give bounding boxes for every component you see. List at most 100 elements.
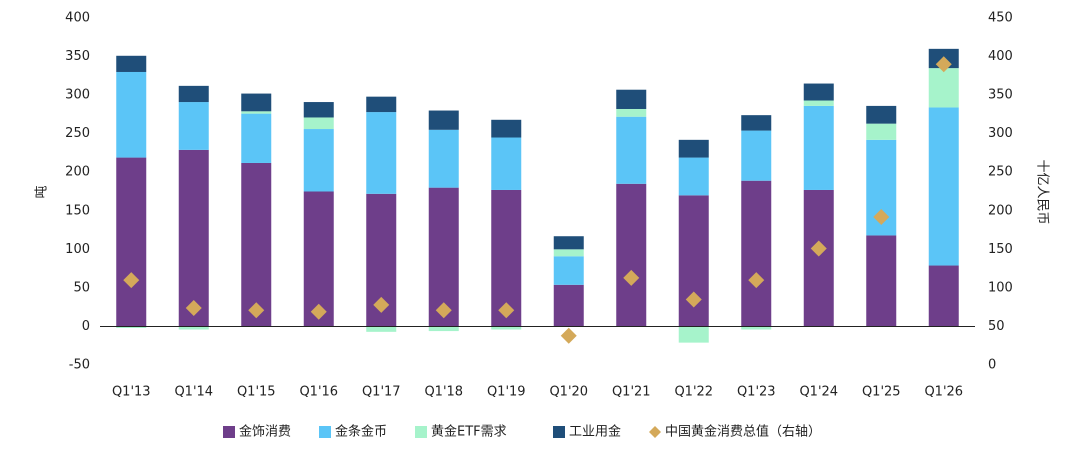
- y2-tick-label: 400: [988, 49, 1013, 64]
- y-tick-label: 400: [65, 11, 90, 26]
- x-tick-label: Q1'17: [362, 385, 401, 400]
- x-tick-label: Q1'22: [674, 385, 713, 400]
- y-tick-label: 300: [65, 88, 90, 103]
- y-tick-label: 350: [65, 49, 90, 64]
- bar-segment: [116, 55, 147, 72]
- y2-tick-label: 300: [988, 126, 1013, 141]
- legend-label: 黄金ETF需求: [431, 424, 507, 440]
- legend-label: 金条金币: [335, 424, 387, 440]
- bar-segment: [303, 102, 334, 118]
- legend-label: 中国黄金消费总值（右轴）: [665, 424, 821, 440]
- bar-segment: [866, 105, 897, 124]
- y-tick-label: 250: [65, 126, 90, 141]
- bar-segment: [491, 326, 522, 330]
- legend-marker: [553, 426, 565, 438]
- bar-segment: [366, 326, 397, 332]
- legend-marker: [415, 426, 427, 438]
- diamond-marker: [623, 269, 640, 286]
- bar-segment: [178, 102, 209, 150]
- bar-segment: [428, 129, 459, 188]
- bar-segment: [803, 105, 834, 190]
- diamond-marker: [310, 303, 327, 320]
- bar-segment: [928, 265, 959, 327]
- bar-segment: [491, 119, 522, 138]
- y2-axis-label: 十亿人民币: [1035, 159, 1050, 224]
- bar-segment: [241, 162, 272, 327]
- legend-marker: [649, 426, 661, 438]
- bar-segment: [178, 326, 209, 330]
- y-axis-label: 吨: [35, 185, 50, 198]
- diamond-marker: [373, 296, 390, 313]
- x-tick-label: Q1'23: [737, 385, 776, 400]
- bar-segment: [178, 85, 209, 103]
- bar-segment: [928, 68, 959, 108]
- diamond-marker: [810, 240, 827, 257]
- bar-segment: [241, 93, 272, 112]
- legend-marker: [223, 426, 235, 438]
- y2-tick-label: 100: [988, 280, 1013, 295]
- bar-segment: [553, 249, 584, 257]
- diamond-marker: [748, 272, 765, 289]
- x-tick-label: Q1'14: [174, 385, 213, 400]
- x-tick-label: Q1'13: [112, 385, 151, 400]
- bar-segment: [116, 71, 147, 158]
- bar-segment: [366, 96, 397, 113]
- bar-segment: [803, 83, 834, 101]
- diamond-marker: [435, 302, 452, 319]
- y2-tick-label: 0: [988, 358, 996, 373]
- bar-segment: [678, 139, 709, 158]
- bar-segment: [178, 149, 209, 327]
- bar-segment: [616, 108, 647, 117]
- y-tick-label: 50: [73, 280, 90, 295]
- bar-segment: [616, 116, 647, 184]
- bar-segment: [866, 235, 897, 327]
- diamond-marker: [185, 299, 202, 316]
- bar-segment: [303, 129, 334, 192]
- y2-tick-label: 450: [988, 11, 1013, 26]
- bar-segment: [741, 115, 772, 131]
- bar-segment: [303, 117, 334, 130]
- diamond-marker: [123, 272, 140, 289]
- legend-marker: [319, 426, 331, 438]
- bar-segment: [741, 326, 772, 330]
- y-tick-label: 150: [65, 203, 90, 218]
- bar-segment: [678, 157, 709, 196]
- diamond-marker: [498, 302, 515, 319]
- y-tick-label: 0: [82, 319, 90, 334]
- diamond-marker: [685, 291, 702, 308]
- bar-segment: [428, 326, 459, 332]
- y-tick-label: 100: [65, 242, 90, 257]
- y-tick-label: 200: [65, 165, 90, 180]
- x-tick-label: Q1'25: [862, 385, 901, 400]
- diamond-marker: [935, 56, 952, 73]
- bar-segment: [241, 111, 272, 114]
- bar-segment: [553, 256, 584, 285]
- y2-tick-label: 350: [988, 88, 1013, 103]
- x-tick-label: Q1'26: [924, 385, 963, 400]
- x-tick-label: Q1'19: [487, 385, 526, 400]
- y2-tick-label: 250: [988, 165, 1013, 180]
- y2-tick-label: 200: [988, 203, 1013, 218]
- y2-tick-label: 150: [988, 242, 1013, 257]
- bar-segment: [241, 113, 272, 163]
- bar-segment: [928, 107, 959, 266]
- x-tick-label: Q1'20: [549, 385, 588, 400]
- bar-segment: [428, 110, 459, 130]
- x-tick-label: Q1'18: [424, 385, 463, 400]
- bar-segment: [616, 89, 647, 109]
- legend-label: 金饰消费: [239, 424, 291, 440]
- legend-label: 工业用金: [569, 424, 621, 440]
- x-tick-label: Q1'16: [299, 385, 338, 400]
- bar-segment: [553, 284, 584, 327]
- bar-segment: [616, 183, 647, 327]
- y-tick-label: -50: [69, 358, 90, 373]
- diamond-marker: [560, 327, 577, 344]
- x-tick-label: Q1'15: [237, 385, 276, 400]
- bar-segment: [803, 100, 834, 106]
- bar-segment: [803, 189, 834, 327]
- y2-tick-label: 50: [988, 319, 1005, 334]
- bar-segment: [116, 157, 147, 327]
- diamond-marker: [873, 208, 890, 225]
- bar-segment: [553, 236, 584, 250]
